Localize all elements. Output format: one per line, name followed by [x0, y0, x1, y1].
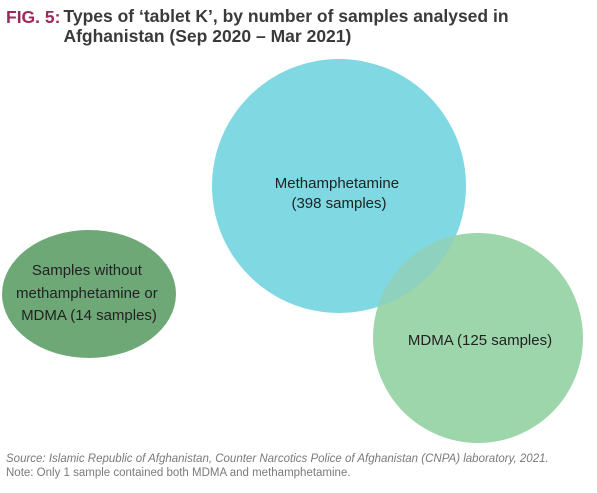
figure-header: FIG. 5: Types of ‘tablet K’, by number o…	[6, 6, 591, 46]
figure-label: FIG. 5:	[6, 7, 61, 27]
source-text: Source: Islamic Republic of Afghanistan,…	[6, 453, 549, 465]
mdma-label-line: MDMA (125 samples)	[408, 332, 552, 349]
neither-set-label-line: MDMA (14 samples)	[21, 307, 157, 324]
note-text: Note: Only 1 sample contained both MDMA …	[6, 467, 351, 479]
figure-title: Types of ‘tablet K’, by number of sample…	[63, 6, 509, 46]
neither-set-label-line: Samples without	[32, 262, 143, 279]
methamphetamine-circle	[212, 59, 466, 313]
neither-set-label-line: methamphetamine or	[16, 285, 158, 302]
mdma-circle	[373, 233, 583, 443]
neither-set-ellipse	[2, 230, 176, 358]
methamphetamine-label: Methamphetamine (398 samples)	[275, 175, 403, 212]
figure-footer: Source: Islamic Republic of Afghanistan,…	[6, 452, 594, 480]
neither-set-label: Samples without methamphetamine or MDMA …	[16, 262, 162, 324]
mdma-label: MDMA (125 samples)	[408, 332, 552, 349]
methamphetamine-label-line: (398 samples)	[291, 195, 386, 212]
methamphetamine-label-line: Methamphetamine	[275, 175, 399, 192]
